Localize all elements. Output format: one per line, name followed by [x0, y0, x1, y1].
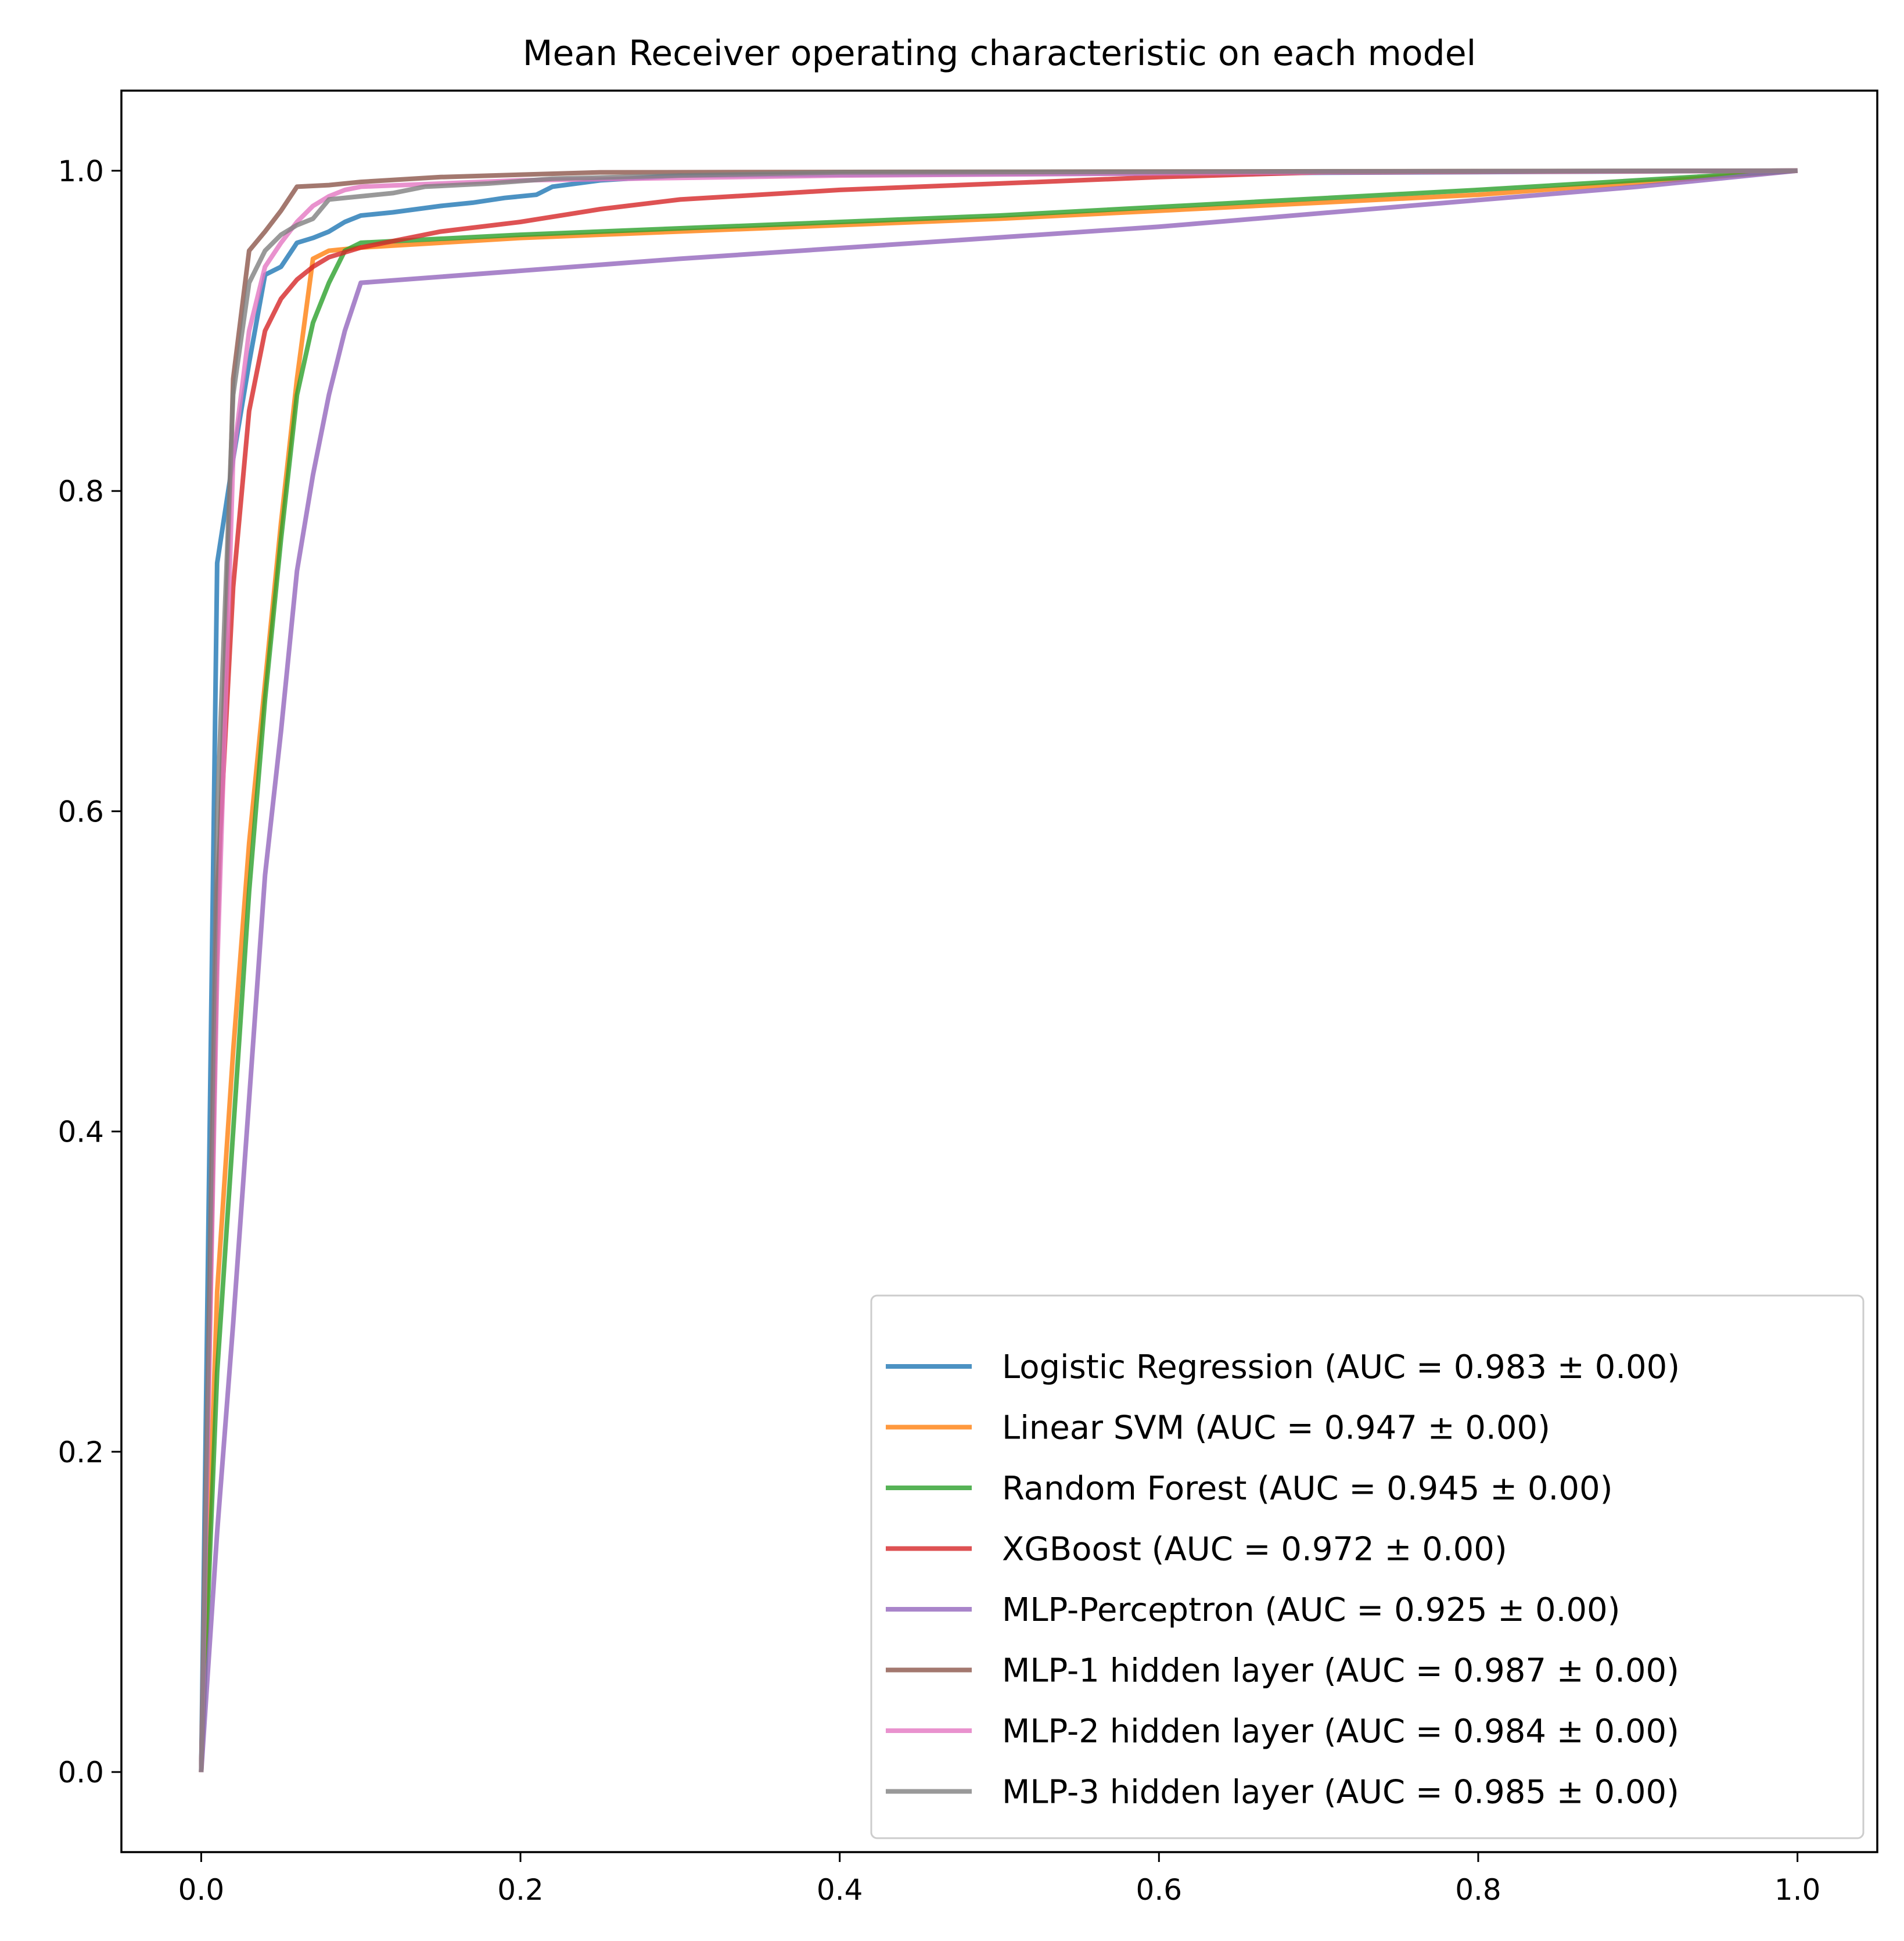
y-tick-label: 0.8	[58, 475, 104, 508]
legend-label-8: MLP-3 hidden layer (AUC = 0.985 ± 0.00)	[1002, 1774, 1679, 1811]
x-tick-label: 0.2	[497, 1873, 544, 1907]
series-line-3	[199, 168, 1798, 1773]
legend-label-4: XGBoost (AUC = 0.972 ± 0.00)	[1002, 1531, 1507, 1569]
y-axis: 0.0 0.2 0.4 0.6 0.8 1.0	[58, 155, 121, 1789]
series-line-2	[199, 168, 1798, 1773]
legend-label-1: Logistic Regression (AUC = 0.983 ± 0.00)	[1002, 1348, 1680, 1386]
series-layer	[199, 168, 1798, 1773]
legend: Logistic Regression (AUC = 0.983 ± 0.00)…	[870, 1294, 1865, 1839]
series-line-8	[199, 168, 1798, 1773]
x-tick-label: 0.8	[1455, 1873, 1501, 1907]
axes-frame	[120, 89, 1878, 1853]
legend-label-7: MLP-2 hidden layer (AUC = 0.984 ± 0.00)	[1002, 1713, 1679, 1750]
legend-label-6: MLP-1 hidden layer (AUC = 0.987 ± 0.00)	[1002, 1652, 1679, 1690]
x-tick-label: 0.6	[1136, 1873, 1183, 1907]
legend-label-3: Random Forest (AUC = 0.945 ± 0.00)	[1002, 1470, 1612, 1508]
series-line-4	[199, 168, 1798, 1773]
y-tick-label: 0.4	[58, 1115, 104, 1149]
x-axis: 0.0 0.2 0.4 0.6 0.8 1.0	[178, 1852, 1821, 1907]
x-tick-label: 0.0	[178, 1873, 225, 1907]
y-tick-label: 1.0	[58, 155, 104, 188]
y-tick-label: 0.0	[58, 1756, 104, 1789]
x-tick-label: 0.4	[817, 1873, 863, 1907]
series-line-7	[199, 168, 1798, 1773]
chart-title: Mean Receiver operating characteristic o…	[523, 33, 1477, 74]
legend-box	[870, 1294, 1865, 1839]
legend-label-5: MLP-Perceptron (AUC = 0.925 ± 0.00)	[1002, 1591, 1621, 1629]
series-line-5	[199, 168, 1798, 1773]
y-tick-label: 0.6	[58, 795, 104, 828]
legend-label-2: Linear SVM (AUC = 0.947 ± 0.00)	[1002, 1409, 1550, 1447]
x-tick-label: 1.0	[1774, 1873, 1821, 1907]
series-line-1	[199, 168, 1798, 1773]
y-tick-label: 0.2	[58, 1436, 104, 1469]
